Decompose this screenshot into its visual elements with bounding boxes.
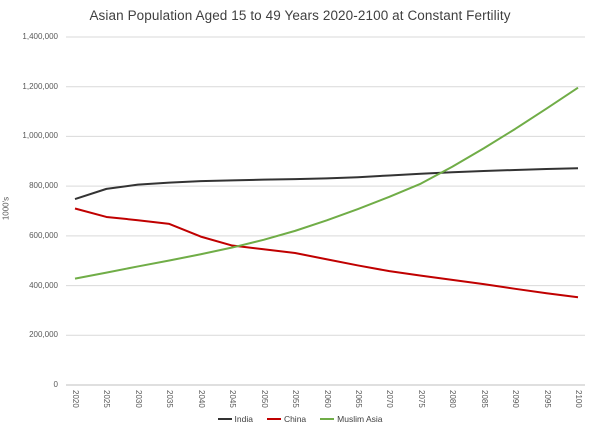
x-tick-label: 2085 [479, 390, 489, 408]
legend-item-muslim-asia: Muslim Asia [320, 414, 383, 424]
y-tick-label: 400,000 [29, 280, 58, 290]
x-tick-label: 2045 [228, 390, 238, 408]
series-line-muslim-asia [74, 86, 579, 280]
x-tick-label: 2055 [291, 390, 301, 408]
legend-label: Muslim Asia [337, 414, 383, 424]
x-tick-label: 2090 [511, 390, 521, 408]
x-tick-label: 2030 [133, 390, 143, 408]
legend: India China Muslim Asia [0, 414, 600, 424]
y-tick-label: 800,000 [29, 181, 58, 191]
x-tick-label: 2060 [322, 390, 332, 408]
legend-item-china: China [266, 414, 307, 424]
legend-line-swatch [320, 418, 335, 420]
y-tick-label: 200,000 [29, 330, 58, 340]
legend-line-swatch [217, 418, 232, 420]
x-tick-label: 2100 [574, 390, 583, 408]
series-line-china [74, 207, 579, 299]
legend-item-india: India [217, 414, 253, 424]
chart-title: Asian Population Aged 15 to 49 Years 202… [89, 8, 511, 23]
series-line-india [74, 167, 579, 201]
x-tick-label: 2035 [165, 390, 175, 408]
x-tick-label: 2025 [102, 390, 112, 408]
x-tick-label: 2065 [353, 390, 363, 408]
x-tick-label: 2050 [259, 390, 269, 408]
x-tick-label: 2095 [542, 390, 552, 408]
x-tick-label: 2020 [71, 390, 80, 408]
x-tick-label: 2080 [448, 390, 458, 408]
y-tick-label: 1,200,000 [22, 81, 58, 91]
x-tick-label: 2040 [196, 390, 206, 408]
legend-label: India [234, 414, 253, 424]
y-tick-label: 0 [53, 380, 58, 389]
legend-label: China [283, 414, 307, 424]
y-tick-label: 1,400,000 [22, 32, 58, 41]
y-tick-label: 1,000,000 [22, 131, 58, 141]
x-tick-label: 2070 [385, 390, 395, 408]
y-tick-label: 600,000 [29, 230, 58, 240]
x-tick-label: 2075 [416, 390, 426, 408]
legend-line-swatch [266, 418, 281, 420]
